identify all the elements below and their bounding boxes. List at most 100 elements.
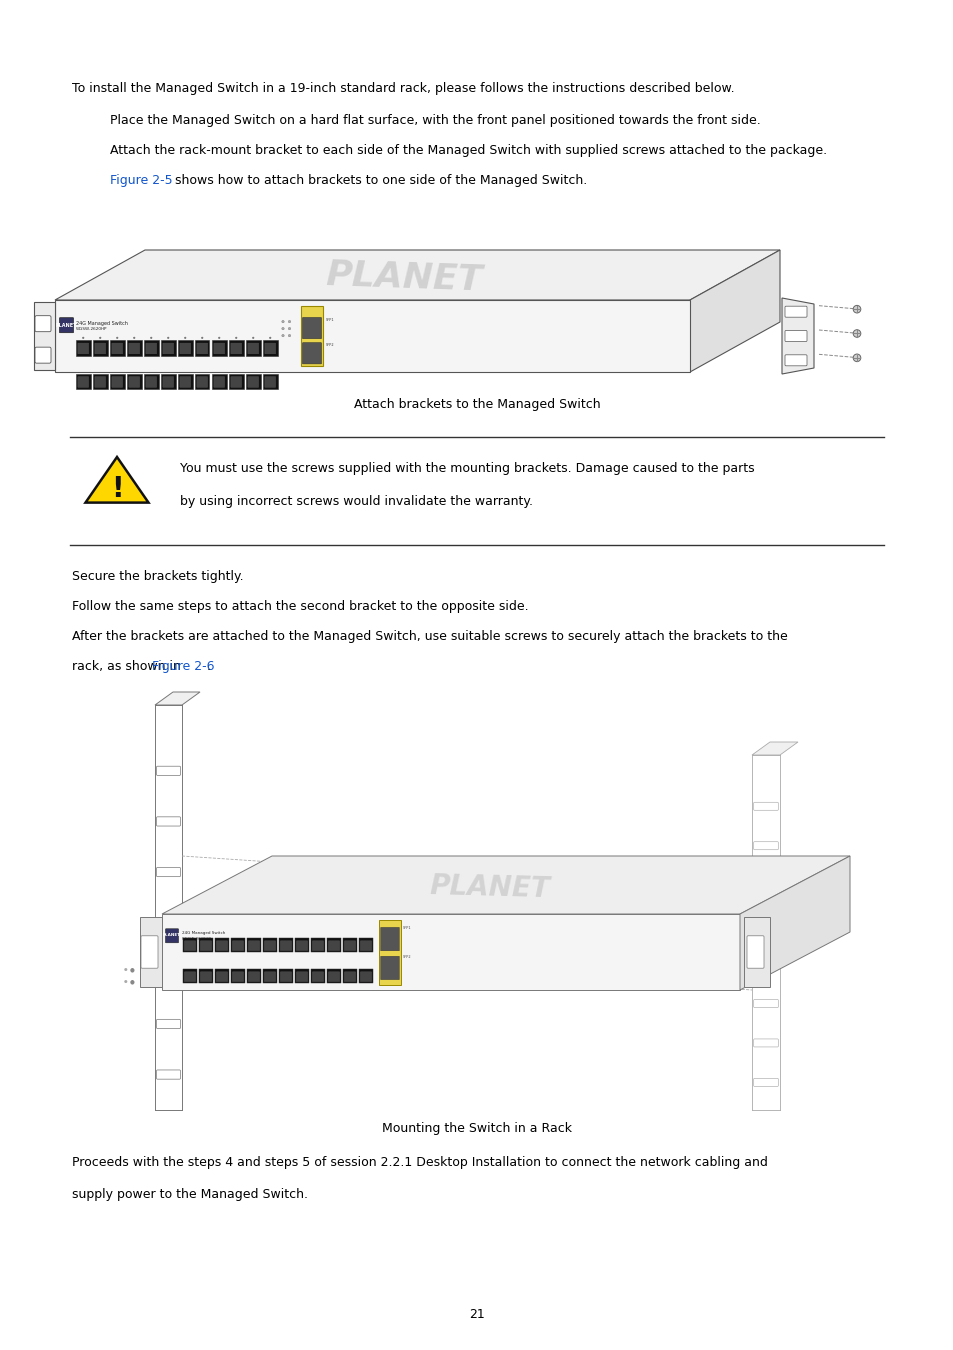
FancyBboxPatch shape <box>94 377 106 387</box>
Text: Secure the brackets tightly.: Secure the brackets tightly. <box>71 570 243 583</box>
FancyBboxPatch shape <box>156 969 180 977</box>
FancyBboxPatch shape <box>184 972 195 981</box>
FancyBboxPatch shape <box>141 936 158 968</box>
FancyBboxPatch shape <box>358 969 373 983</box>
FancyBboxPatch shape <box>311 938 325 952</box>
FancyBboxPatch shape <box>358 938 373 952</box>
Circle shape <box>288 328 291 329</box>
FancyBboxPatch shape <box>194 340 210 356</box>
FancyBboxPatch shape <box>35 316 51 332</box>
FancyBboxPatch shape <box>753 1040 778 1048</box>
FancyBboxPatch shape <box>312 972 323 981</box>
FancyBboxPatch shape <box>753 1079 778 1087</box>
Circle shape <box>184 338 186 339</box>
Text: Mounting the Switch in a Rack: Mounting the Switch in a Rack <box>381 1122 572 1135</box>
FancyBboxPatch shape <box>94 343 106 354</box>
Polygon shape <box>781 298 813 374</box>
FancyBboxPatch shape <box>163 377 173 387</box>
FancyBboxPatch shape <box>76 374 91 389</box>
FancyBboxPatch shape <box>183 969 196 983</box>
FancyBboxPatch shape <box>296 972 307 981</box>
Text: Figure 2-5: Figure 2-5 <box>110 174 172 188</box>
FancyBboxPatch shape <box>146 343 156 354</box>
FancyBboxPatch shape <box>344 941 355 950</box>
FancyBboxPatch shape <box>343 938 356 952</box>
Circle shape <box>852 354 860 362</box>
Polygon shape <box>154 693 200 705</box>
FancyBboxPatch shape <box>196 377 208 387</box>
FancyBboxPatch shape <box>294 938 309 952</box>
FancyBboxPatch shape <box>233 941 243 950</box>
FancyBboxPatch shape <box>360 941 372 950</box>
FancyBboxPatch shape <box>344 972 355 981</box>
FancyBboxPatch shape <box>753 921 778 929</box>
Circle shape <box>288 320 291 323</box>
FancyBboxPatch shape <box>264 972 275 981</box>
FancyBboxPatch shape <box>247 938 261 952</box>
Text: After the brackets are attached to the Managed Switch, use suitable screws to se: After the brackets are attached to the M… <box>71 630 787 643</box>
FancyBboxPatch shape <box>200 972 212 981</box>
FancyBboxPatch shape <box>200 941 212 950</box>
FancyBboxPatch shape <box>178 340 193 356</box>
Text: WGSW-2620HP: WGSW-2620HP <box>76 327 108 331</box>
FancyBboxPatch shape <box>312 941 323 950</box>
Bar <box>378 921 400 986</box>
FancyBboxPatch shape <box>156 817 180 826</box>
Circle shape <box>201 338 203 339</box>
FancyBboxPatch shape <box>233 972 243 981</box>
FancyBboxPatch shape <box>35 347 51 363</box>
Polygon shape <box>162 856 849 914</box>
Text: shows how to attach brackets to one side of the Managed Switch.: shows how to attach brackets to one side… <box>171 174 587 188</box>
FancyBboxPatch shape <box>753 999 778 1007</box>
Text: !: ! <box>111 475 123 504</box>
Polygon shape <box>86 458 149 502</box>
FancyBboxPatch shape <box>327 969 340 983</box>
FancyBboxPatch shape <box>184 941 195 950</box>
FancyBboxPatch shape <box>78 377 89 387</box>
Circle shape <box>133 338 135 339</box>
FancyBboxPatch shape <box>144 340 158 356</box>
FancyBboxPatch shape <box>213 377 224 387</box>
Circle shape <box>269 338 271 339</box>
FancyBboxPatch shape <box>59 317 73 332</box>
FancyBboxPatch shape <box>328 972 339 981</box>
FancyBboxPatch shape <box>360 972 372 981</box>
Text: rack, as shown in: rack, as shown in <box>71 660 185 674</box>
Text: 24G Managed Switch: 24G Managed Switch <box>182 931 225 936</box>
Text: by using incorrect screws would invalidate the warranty.: by using incorrect screws would invalida… <box>180 495 533 508</box>
FancyBboxPatch shape <box>302 343 321 364</box>
FancyBboxPatch shape <box>263 340 277 356</box>
FancyBboxPatch shape <box>263 938 276 952</box>
FancyBboxPatch shape <box>129 377 139 387</box>
FancyBboxPatch shape <box>129 343 139 354</box>
FancyBboxPatch shape <box>199 969 213 983</box>
FancyBboxPatch shape <box>264 941 275 950</box>
FancyBboxPatch shape <box>214 969 229 983</box>
Text: .: . <box>207 660 211 674</box>
Circle shape <box>99 338 101 339</box>
FancyBboxPatch shape <box>156 1019 180 1029</box>
Circle shape <box>168 338 169 339</box>
Text: SFP1: SFP1 <box>326 319 335 323</box>
Circle shape <box>151 338 152 339</box>
FancyBboxPatch shape <box>216 972 228 981</box>
FancyBboxPatch shape <box>146 377 156 387</box>
Text: 24G Managed Switch: 24G Managed Switch <box>76 321 128 325</box>
FancyBboxPatch shape <box>178 374 193 389</box>
Polygon shape <box>55 250 780 300</box>
FancyBboxPatch shape <box>247 969 261 983</box>
Circle shape <box>852 305 860 313</box>
FancyBboxPatch shape <box>112 343 123 354</box>
FancyBboxPatch shape <box>753 882 778 890</box>
FancyBboxPatch shape <box>161 374 175 389</box>
Text: Attach brackets to the Managed Switch: Attach brackets to the Managed Switch <box>354 398 599 410</box>
FancyBboxPatch shape <box>180 343 191 354</box>
FancyBboxPatch shape <box>163 343 173 354</box>
Text: Proceeds with the steps 4 and steps 5 of session 2.2.1 Desktop Installation to c: Proceeds with the steps 4 and steps 5 of… <box>71 1156 767 1169</box>
FancyBboxPatch shape <box>194 374 210 389</box>
Circle shape <box>852 329 860 338</box>
Polygon shape <box>740 856 849 990</box>
FancyBboxPatch shape <box>265 343 275 354</box>
Text: ●: ● <box>130 980 134 986</box>
FancyBboxPatch shape <box>263 969 276 983</box>
